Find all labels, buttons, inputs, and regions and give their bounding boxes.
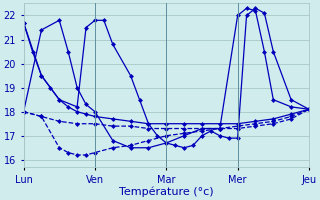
X-axis label: Température (°c): Température (°c) [119,186,214,197]
